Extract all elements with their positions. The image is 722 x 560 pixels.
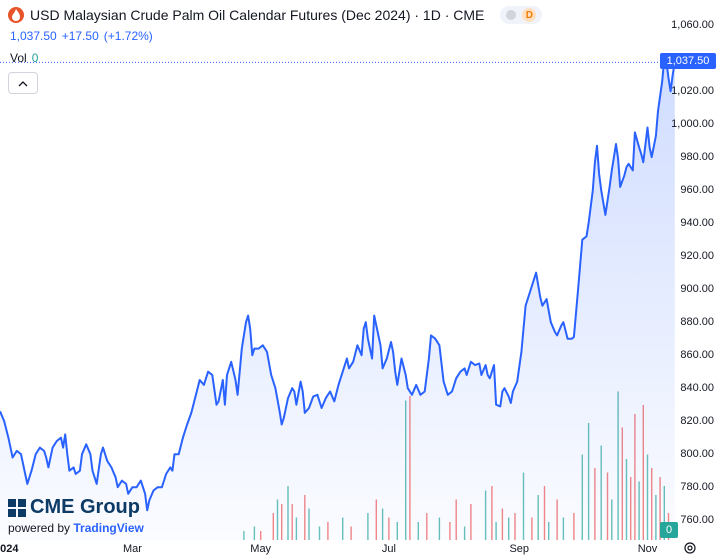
last-price: 1,037.50 bbox=[10, 29, 57, 43]
chevron-up-icon bbox=[18, 74, 28, 92]
price-area bbox=[0, 58, 675, 540]
x-tick-label: Sep bbox=[509, 543, 530, 555]
last-price-tag: 1,037.50 bbox=[660, 53, 716, 69]
price-change-percent: (+1.72%) bbox=[103, 29, 153, 43]
y-tick-label: 860.00 bbox=[680, 349, 714, 362]
y-tick-label: 940.00 bbox=[680, 217, 714, 230]
y-tick-label: 980.00 bbox=[680, 151, 714, 164]
x-tick-label: Mar bbox=[122, 543, 142, 555]
volume-value: 0 bbox=[31, 51, 39, 65]
price-row: 1,037.50 +17.50 (+1.72%) bbox=[10, 29, 153, 43]
market-status-pill[interactable]: D bbox=[500, 6, 543, 24]
y-tick-label: 1,000.00 bbox=[671, 118, 714, 131]
y-tick-label: 960.00 bbox=[680, 184, 714, 197]
x-tick-label: Jul bbox=[381, 543, 396, 555]
y-tick-label: 820.00 bbox=[680, 415, 714, 428]
y-tick-label: 880.00 bbox=[680, 316, 714, 329]
gear-icon[interactable] bbox=[683, 541, 697, 555]
y-tick-label: 1,020.00 bbox=[671, 85, 714, 98]
x-tick-label: May bbox=[250, 543, 272, 555]
price-line bbox=[0, 57, 676, 512]
y-tick-label: 920.00 bbox=[680, 250, 714, 263]
status-dot-icon bbox=[506, 10, 517, 20]
y-tick-label: 760.00 bbox=[680, 514, 714, 527]
x-tick-label: Nov bbox=[637, 543, 658, 555]
powered-by-label: powered by bbox=[8, 521, 71, 535]
last-volume-tag: 0 bbox=[660, 522, 678, 538]
delayed-badge: D bbox=[522, 8, 537, 22]
y-tick-label: 780.00 bbox=[680, 481, 714, 494]
cme-logo-text: CME Group bbox=[30, 496, 140, 518]
tradingview-link[interactable]: TradingView bbox=[73, 521, 144, 535]
cme-globe-icon bbox=[8, 498, 26, 517]
powered-by[interactable]: powered by TradingView bbox=[8, 521, 144, 535]
symbol-title[interactable]: USD Malaysian Crude Palm Oil Calendar Fu… bbox=[30, 7, 485, 23]
chart-header: USD Malaysian Crude Palm Oil Calendar Fu… bbox=[8, 6, 543, 24]
collapse-legend-button[interactable] bbox=[8, 72, 38, 94]
cme-logo[interactable]: CME Group bbox=[8, 496, 144, 519]
volume-legend: Vol 0 bbox=[10, 51, 38, 65]
branding: CME Group powered by TradingView bbox=[8, 496, 144, 535]
y-tick-label: 840.00 bbox=[680, 382, 714, 395]
volume-label: Vol bbox=[10, 51, 27, 65]
y-tick-label: 1,060.00 bbox=[671, 19, 714, 32]
y-tick-label: 800.00 bbox=[680, 448, 714, 461]
flame-icon bbox=[8, 7, 24, 23]
x-tick-label: 2024 bbox=[0, 543, 19, 555]
price-change: +17.50 bbox=[61, 29, 99, 43]
y-tick-label: 900.00 bbox=[680, 283, 714, 296]
